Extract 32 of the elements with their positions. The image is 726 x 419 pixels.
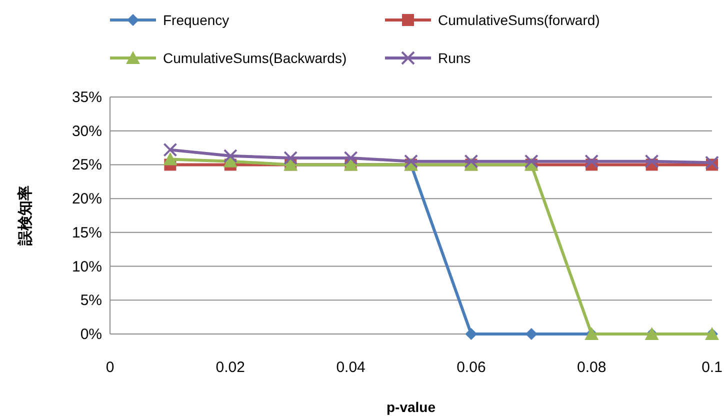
point <box>163 142 178 157</box>
y-tick-label: 30% <box>72 122 102 140</box>
x-tick-label: 0.04 <box>336 359 366 376</box>
x-tick-label: 0.08 <box>577 359 606 376</box>
y-tick-label: 25% <box>72 156 102 174</box>
point <box>223 148 238 163</box>
point <box>524 154 538 168</box>
y-tick-label: 5% <box>80 292 102 310</box>
point <box>465 328 478 340</box>
x-tick-label: 0.02 <box>216 359 245 376</box>
point <box>705 156 719 170</box>
x-tick-label: 0.1 <box>702 359 722 376</box>
legend-label: Runs <box>438 50 471 66</box>
point <box>284 150 298 165</box>
legend-label: CumulativeSums(forward) <box>438 12 600 28</box>
x-tick-label: 0.06 <box>456 359 486 376</box>
point <box>464 154 478 168</box>
x-tick-label: 0 <box>106 359 114 376</box>
point <box>344 150 358 165</box>
x-axis-title: p-value <box>386 399 436 415</box>
y-tick-label: 10% <box>72 258 102 276</box>
y-tick-label: 35% <box>72 89 102 106</box>
legend-label: Frequency <box>163 12 230 28</box>
y-tick-label: 15% <box>72 224 102 242</box>
y-tick-label: 20% <box>72 190 102 208</box>
y-axis-title: 誤検知率 <box>16 186 34 246</box>
y-tick-label: 0% <box>80 326 102 343</box>
point <box>584 154 599 168</box>
point <box>644 154 659 168</box>
point <box>404 154 418 168</box>
legend-label: CumulativeSums(Backwards) <box>163 50 347 66</box>
point <box>163 152 178 166</box>
